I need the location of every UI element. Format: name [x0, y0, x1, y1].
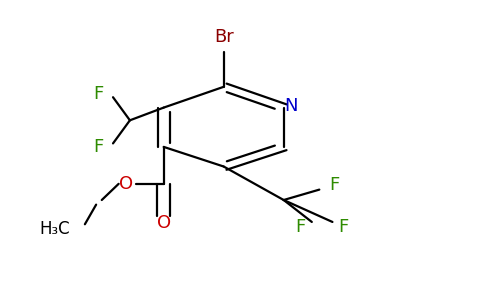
- Text: N: N: [285, 98, 298, 116]
- Text: F: F: [93, 138, 103, 156]
- Text: F: F: [339, 218, 349, 236]
- Text: H₃C: H₃C: [39, 220, 70, 238]
- Text: F: F: [93, 85, 103, 103]
- Text: O: O: [119, 175, 133, 193]
- Text: F: F: [329, 176, 339, 194]
- Text: O: O: [157, 214, 171, 232]
- Text: Br: Br: [214, 28, 234, 46]
- Text: F: F: [295, 218, 306, 236]
